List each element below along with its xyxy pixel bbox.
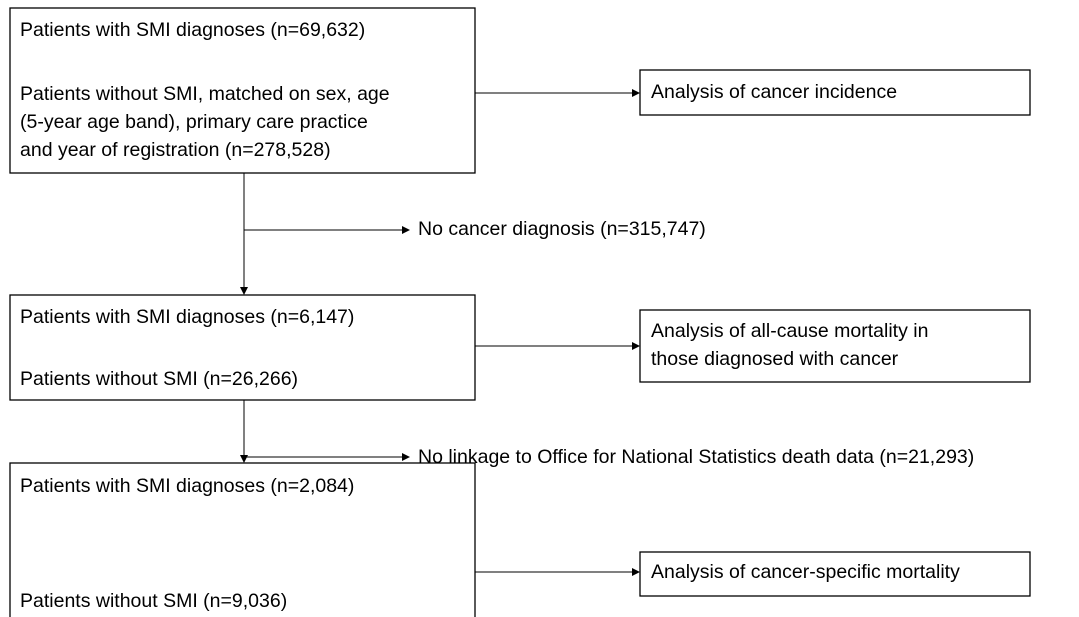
- box-text: Patients with SMI diagnoses (n=6,147): [20, 306, 354, 328]
- box-text: Analysis of cancer incidence: [651, 81, 897, 103]
- analysis-box: [639, 551, 1031, 597]
- cohort-box: [9, 294, 476, 401]
- box-text: Patients without SMI (n=9,036): [20, 590, 287, 612]
- analysis-box: [639, 69, 1031, 116]
- exclusion-text: No cancer diagnosis (n=315,747): [418, 218, 706, 240]
- box-text: (5-year age band), primary care practice: [20, 111, 368, 133]
- box-text: Patients with SMI diagnoses (n=69,632): [20, 19, 365, 41]
- box-text: Analysis of all-cause mortality in: [651, 320, 928, 342]
- box-text: Patients without SMI, matched on sex, ag…: [20, 83, 390, 105]
- cohort-box: [9, 462, 476, 617]
- box-text: Analysis of cancer-specific mortality: [651, 561, 960, 583]
- analysis-box: [639, 309, 1031, 383]
- box-text: and year of registration (n=278,528): [20, 139, 331, 161]
- cohort-box: [9, 7, 476, 174]
- box-text: Patients with SMI diagnoses (n=2,084): [20, 475, 354, 497]
- box-text: those diagnosed with cancer: [651, 348, 899, 370]
- box-text: Patients without SMI (n=26,266): [20, 368, 298, 390]
- exclusion-text: No linkage to Office for National Statis…: [418, 446, 974, 468]
